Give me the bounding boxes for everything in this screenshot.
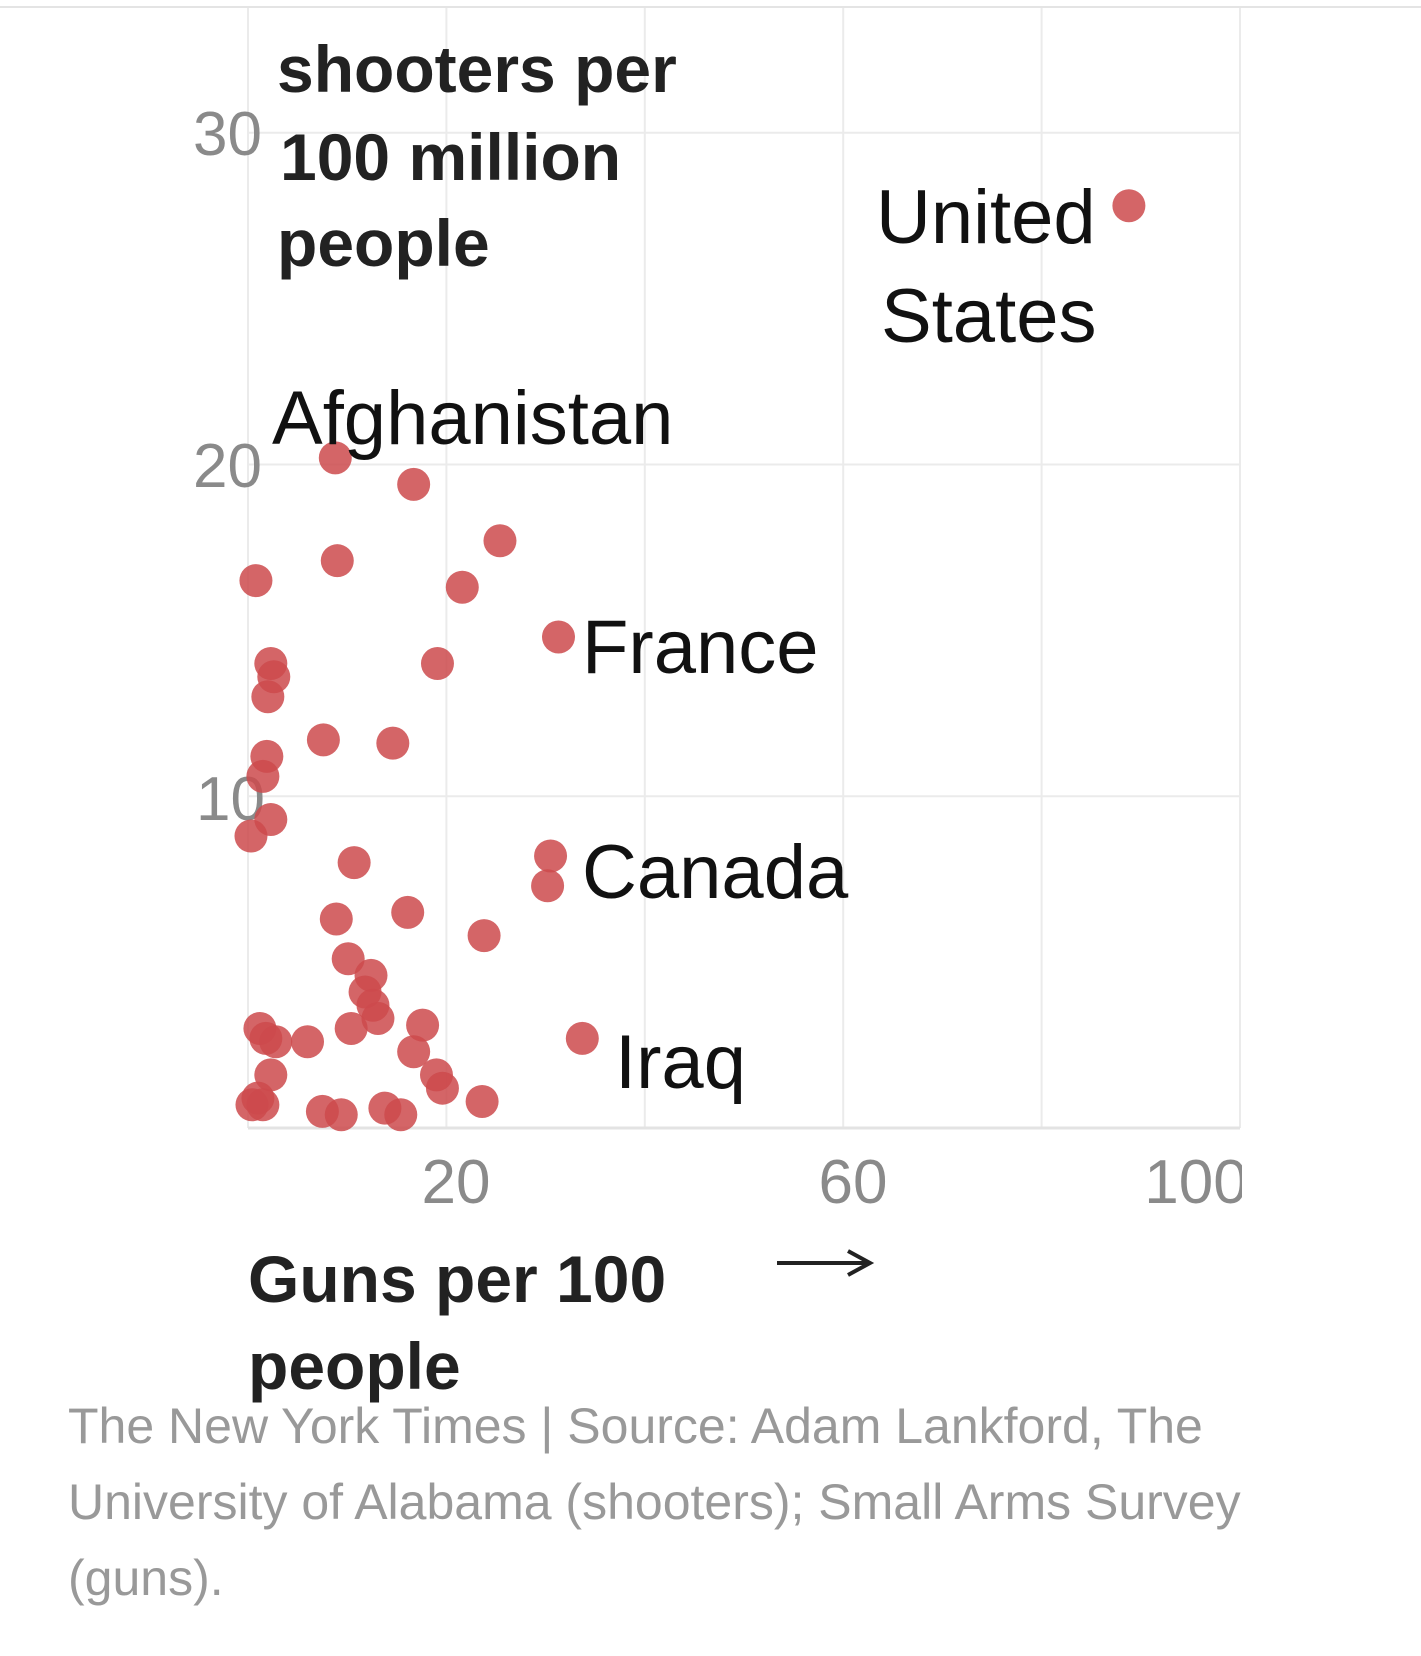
y-tick-label-20: 20 [193, 432, 262, 501]
country-labels: United States Afghanistan France Canada … [272, 175, 1096, 1105]
data-point-country-18 [376, 726, 410, 760]
y-tick-labels: 30 20 10 [193, 100, 265, 834]
data-point-country-11 [445, 570, 479, 604]
data-point-country-23 [319, 902, 353, 936]
data-point-united-states [1112, 189, 1146, 223]
x-axis-arrow-icon [777, 1249, 875, 1277]
x-axis-label-line-1: Guns per 100 [248, 1242, 666, 1316]
data-point-country-9 [483, 524, 517, 558]
y-axis-label: shooters per 100 million people [277, 32, 677, 280]
data-point-country-24 [391, 895, 425, 929]
grid-layer [247, 8, 1241, 1130]
y-axis-label-line-2: 100 million [280, 120, 621, 194]
top-divider [0, 6, 1421, 8]
data-point-country-37 [397, 1035, 431, 1069]
data-point-country-26 [331, 942, 365, 976]
x-tick-labels: 20 60 100 [422, 1148, 1248, 1217]
y-axis-label-line-1: shooters per [277, 32, 677, 106]
data-point-country-47 [419, 1058, 453, 1092]
data-point-country-48 [368, 1091, 402, 1125]
label-iraq: Iraq [615, 1020, 746, 1105]
data-point-country-21 [234, 819, 268, 853]
y-tick-label-30: 30 [193, 100, 262, 169]
data-point-country-14 [251, 680, 285, 714]
x-tick-label-20: 20 [422, 1148, 491, 1217]
data-points [234, 189, 1146, 1132]
data-point-country-5 [531, 869, 565, 903]
x-tick-label-100: 100 [1144, 1148, 1247, 1217]
data-point-afghanistan [318, 441, 352, 475]
data-point-country-36 [406, 1008, 440, 1042]
data-point-country-33 [259, 1025, 293, 1059]
data-point-france [541, 620, 575, 654]
label-united-states-line-1: United [876, 175, 1096, 260]
data-point-country-34 [291, 1025, 325, 1059]
source-credit: The New York Times | Source: Adam Lankfo… [68, 1398, 1241, 1606]
data-point-country-15 [420, 647, 454, 681]
data-point-canada [534, 839, 568, 873]
data-point-country-41 [235, 1088, 269, 1122]
label-france: France [582, 605, 819, 690]
data-point-country-19 [246, 759, 280, 793]
x-axis-label: Guns per 100 people [248, 1242, 875, 1403]
data-point-country-46 [465, 1084, 499, 1118]
data-point-country-43 [324, 1098, 358, 1132]
data-point-country-22 [337, 846, 371, 880]
data-point-country-30 [361, 1002, 395, 1036]
data-point-country-35 [334, 1011, 368, 1045]
data-point-country-8 [320, 544, 354, 578]
data-point-country-25 [467, 919, 501, 953]
label-afghanistan: Afghanistan [272, 376, 673, 461]
x-tick-label-60: 60 [819, 1148, 888, 1217]
x-axis-label-line-2: people [248, 1329, 461, 1403]
data-point-country-10 [239, 564, 273, 598]
data-point-iraq [565, 1021, 599, 1055]
tick-clip-mask [1242, 1120, 1421, 1220]
data-point-country-16 [306, 723, 340, 757]
y-axis-label-line-3: people [277, 206, 490, 280]
label-canada: Canada [582, 830, 849, 915]
data-point-country-7 [397, 467, 431, 501]
label-united-states-line-2: States [881, 274, 1096, 359]
